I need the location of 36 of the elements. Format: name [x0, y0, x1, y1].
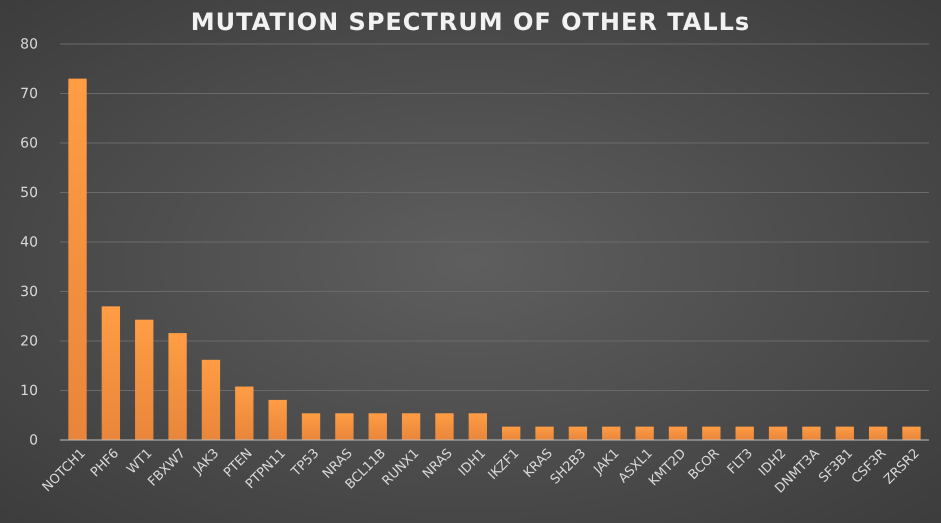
bar — [435, 413, 454, 440]
bar — [635, 426, 654, 440]
y-tick-label: 60 — [20, 135, 38, 152]
bar — [736, 426, 754, 440]
y-tick-label: 0 — [29, 432, 38, 448]
y-tick-label: 30 — [20, 284, 38, 300]
bar — [102, 306, 120, 440]
chart-title: MUTATION SPECTRUM OF OTHER TALLs — [190, 8, 750, 36]
bar — [368, 413, 387, 440]
bar — [568, 426, 588, 440]
bar — [502, 426, 520, 440]
bar — [135, 320, 154, 440]
bar — [868, 426, 888, 440]
bar — [668, 426, 688, 440]
y-tick-label: 70 — [20, 86, 38, 102]
bar — [168, 333, 187, 440]
bar — [836, 426, 854, 440]
bar — [235, 386, 254, 440]
bar — [335, 413, 354, 440]
bar — [802, 426, 821, 440]
y-tick-label: 10 — [20, 382, 38, 399]
bar — [402, 413, 420, 440]
bar — [702, 426, 721, 440]
y-tick-label: 20 — [20, 333, 38, 350]
bar — [202, 360, 220, 440]
y-tick-label: 50 — [20, 184, 38, 201]
bar — [268, 400, 287, 440]
y-tick-label: 40 — [20, 234, 38, 250]
bar — [468, 413, 487, 440]
bar — [535, 426, 554, 440]
y-tick-label: 80 — [20, 36, 38, 52]
bar — [768, 426, 788, 440]
bar — [68, 78, 87, 440]
bar — [302, 413, 320, 440]
bar — [602, 426, 620, 440]
bar — [902, 426, 921, 440]
